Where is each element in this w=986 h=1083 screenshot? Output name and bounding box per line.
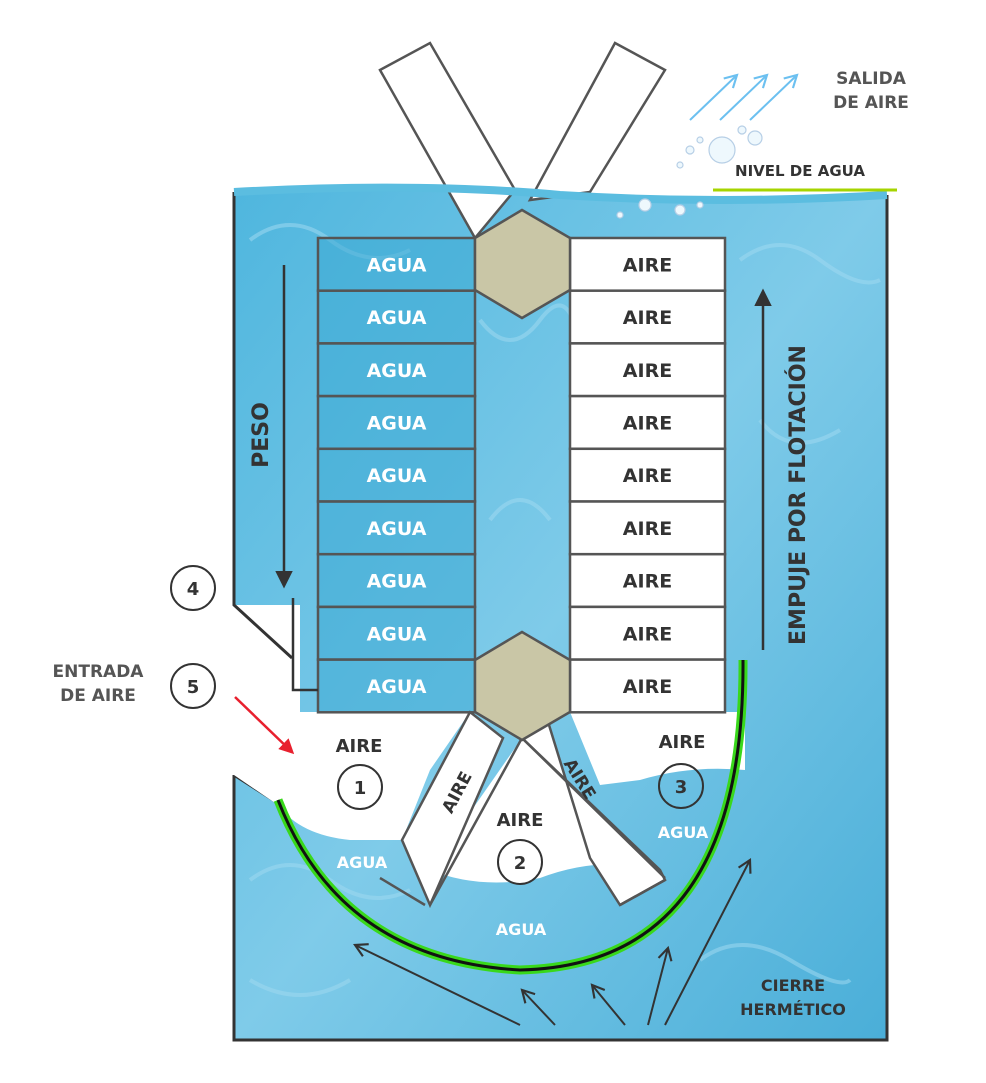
chamber-3-number: 3 xyxy=(675,777,688,798)
cierre-label-1: CIERRE xyxy=(761,976,825,995)
bottom-hexagon xyxy=(473,630,572,742)
left-cell-4 xyxy=(316,394,477,451)
right-cell-3 xyxy=(568,342,727,398)
entrada-arrow xyxy=(234,696,295,755)
left-cell-8 xyxy=(316,605,477,661)
left-cell-5 xyxy=(316,447,477,503)
marker-4-circle xyxy=(170,565,216,611)
left-cell-label-4: AGUA xyxy=(367,412,427,434)
left-cell-label-2: AGUA xyxy=(367,307,427,329)
chamber-2-label: AIRE xyxy=(497,810,544,831)
left-cell-label-3: AGUA xyxy=(367,360,427,382)
salida-label-2: DE AIRE xyxy=(833,93,909,113)
left-cell-label-6: AGUA xyxy=(367,518,427,540)
top-arm-right xyxy=(527,41,667,202)
top-hexagon xyxy=(473,208,572,320)
left-column: AGUA AGUA AGUA AGUA AGUA AGUA AGUA AGUA AGUA xyxy=(316,236,477,714)
empuje-label: EMPUJE POR FLOTACIÓN xyxy=(785,345,811,645)
bubbles xyxy=(616,125,763,219)
left-cell-3 xyxy=(316,342,477,398)
right-cell-8 xyxy=(568,605,727,661)
left-cell-label-5: AGUA xyxy=(367,465,427,487)
left-cell-label-9: AGUA xyxy=(367,676,427,698)
right-cell-label-6: AIRE xyxy=(623,518,672,540)
nivel-agua-label: NIVEL DE AGUA xyxy=(735,162,865,180)
right-cell-7 xyxy=(568,552,727,609)
right-cell-4 xyxy=(568,394,727,451)
right-cell-label-5: AIRE xyxy=(623,465,672,487)
hermetic-seal-inner xyxy=(276,659,745,972)
cierre-label-2: HERMÉTICO xyxy=(740,1000,846,1019)
left-cell-7 xyxy=(316,552,477,609)
right-cell-2 xyxy=(568,289,727,345)
right-cell-label-4: AIRE xyxy=(623,412,672,434)
water-flow-arrows xyxy=(353,858,752,1026)
right-cell-label-9: AIRE xyxy=(623,676,672,698)
chamber-1-circle xyxy=(337,764,383,810)
right-cell-label-3: AIRE xyxy=(623,360,672,382)
left-cell-label-7: AGUA xyxy=(367,571,427,593)
entrada-label-1: ENTRADA xyxy=(53,662,145,682)
water-label-right: AGUA xyxy=(658,823,709,842)
left-cell-2 xyxy=(316,289,477,345)
right-cell-9 xyxy=(568,658,727,714)
right-cell-1 xyxy=(568,236,727,292)
right-cell-label-7: AIRE xyxy=(623,571,672,593)
left-cell-6 xyxy=(316,500,477,556)
air-zone-right xyxy=(570,712,745,785)
left-cell-label-8: AGUA xyxy=(367,623,427,645)
chamber-2-circle xyxy=(497,839,543,885)
right-column: AIRE AIRE AIRE AIRE AIRE AIRE AIRE AIRE AIRE xyxy=(568,236,727,714)
marker-5-label: 5 xyxy=(187,677,200,698)
side-bracket xyxy=(291,598,318,692)
chamber-1-number: 1 xyxy=(354,778,367,799)
left-cell-9 xyxy=(316,658,477,714)
chamber-3-label: AIRE xyxy=(659,732,706,753)
water-label-center: AGUA xyxy=(496,920,547,939)
salida-label-1: SALIDA xyxy=(836,69,907,89)
right-cell-label-1: AIRE xyxy=(623,254,672,276)
left-cell-label-1: AGUA xyxy=(367,254,427,276)
right-cell-label-8: AIRE xyxy=(623,623,672,645)
water-surface xyxy=(233,183,888,204)
right-cell-label-2: AIRE xyxy=(623,307,672,329)
peso-label: PESO xyxy=(249,402,274,468)
salida-arrows xyxy=(689,73,799,121)
chamber-3-circle xyxy=(658,763,704,809)
chamber-2-number: 2 xyxy=(514,853,527,874)
marker-4-label: 4 xyxy=(187,579,200,600)
marker-5-circle xyxy=(170,663,216,709)
water-label-left: AGUA xyxy=(337,853,388,872)
chamber-1-label: AIRE xyxy=(336,736,383,757)
left-cell-1 xyxy=(316,236,477,292)
right-cell-5 xyxy=(568,447,727,503)
entrada-label-2: DE AIRE xyxy=(60,686,136,706)
